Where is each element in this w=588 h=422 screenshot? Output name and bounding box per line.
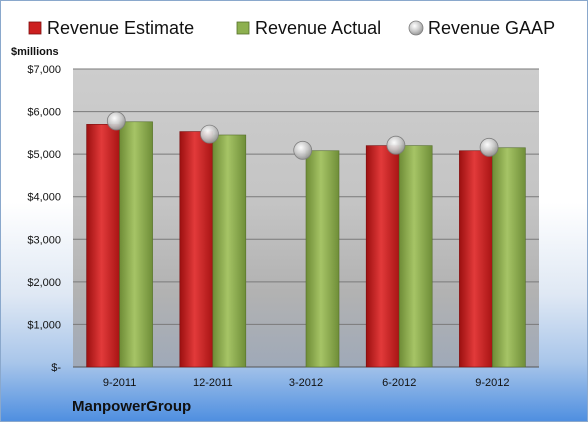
- revenue-estimate-bar: [459, 150, 493, 368]
- y-tick-label: $4,000: [27, 192, 61, 204]
- legend-swatch: [28, 21, 42, 35]
- revenue-gaap-marker: [479, 137, 499, 157]
- x-tick-label: 12-2011: [193, 377, 233, 389]
- x-tick-label: 6-2012: [382, 377, 416, 389]
- x-axis: 9-2011 12-2011 3-2012 6-2012 9-2012: [103, 377, 510, 389]
- y-tick-label: $2,000: [27, 277, 61, 289]
- legend-label: Revenue Actual: [255, 18, 381, 38]
- y-tick-label: $5,000: [27, 149, 61, 161]
- revenue-estimate-bar: [365, 145, 400, 368]
- company-name: ManpowerGroup: [72, 398, 192, 415]
- legend-swatch: [236, 21, 250, 35]
- revenue-actual-bar: [305, 150, 340, 368]
- revenue-estimate-bar: [179, 131, 214, 368]
- revenue-actual-bar: [212, 134, 247, 368]
- revenue-gaap-marker: [293, 140, 313, 160]
- legend: Revenue Estimate Revenue Actual Revenue GA…: [28, 18, 555, 38]
- revenue-gaap-marker: [200, 124, 219, 144]
- y-tick-label: $7,000: [27, 64, 61, 76]
- revenue-actual-bar: [492, 147, 526, 368]
- revenue-gaap-marker: [386, 135, 406, 155]
- legend-label: Revenue Estimate: [47, 18, 194, 38]
- revenue-gaap-marker: [106, 111, 126, 131]
- legend-label: Revenue GAAP: [428, 18, 555, 38]
- y-tick-label: $1,000: [27, 319, 61, 331]
- bars: [86, 121, 526, 368]
- x-tick-label: 9-2012: [475, 377, 509, 389]
- gaap-markers: [106, 111, 499, 160]
- y-tick-label: $3,000: [27, 234, 61, 246]
- revenue-actual-bar: [398, 145, 433, 368]
- revenue-actual-bar: [119, 121, 153, 368]
- y-tick-label: $6,000: [27, 107, 61, 119]
- x-tick-label: 3-2012: [289, 377, 323, 389]
- legend-swatch: [408, 20, 424, 36]
- x-tick-label: 9-2011: [103, 377, 136, 389]
- revenue-estimate-bar: [86, 124, 120, 368]
- y-tick-label: $-: [51, 362, 61, 374]
- unit-label: $millions: [11, 46, 59, 58]
